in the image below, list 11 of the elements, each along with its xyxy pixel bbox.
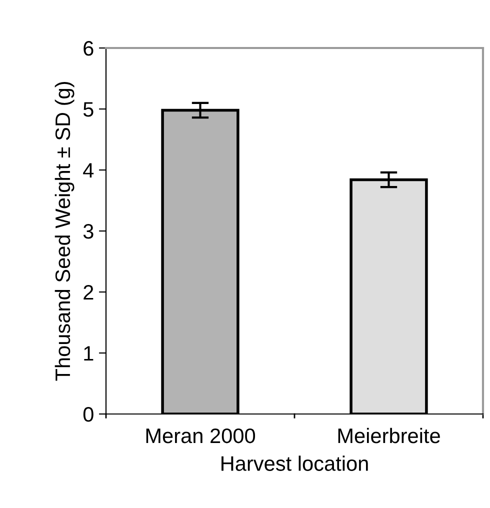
y-tick-label: 4 [83,163,94,178]
y-tick-label: 3 [83,224,94,239]
x-tick-label: Meierbreite [338,428,440,444]
y-tick-label: 5 [83,102,94,117]
y-tick-label: 1 [84,346,94,361]
x-tick-label: Meran 2000 [146,428,256,444]
y-axis-title: Thousand Seed Weight ± SD (g) [54,82,74,381]
x-axis-title: Harvest location [222,456,368,471]
y-tick-label: 6 [84,41,94,56]
y-tick-label: 0 [83,407,94,422]
y-tick-label: 2 [84,285,94,300]
